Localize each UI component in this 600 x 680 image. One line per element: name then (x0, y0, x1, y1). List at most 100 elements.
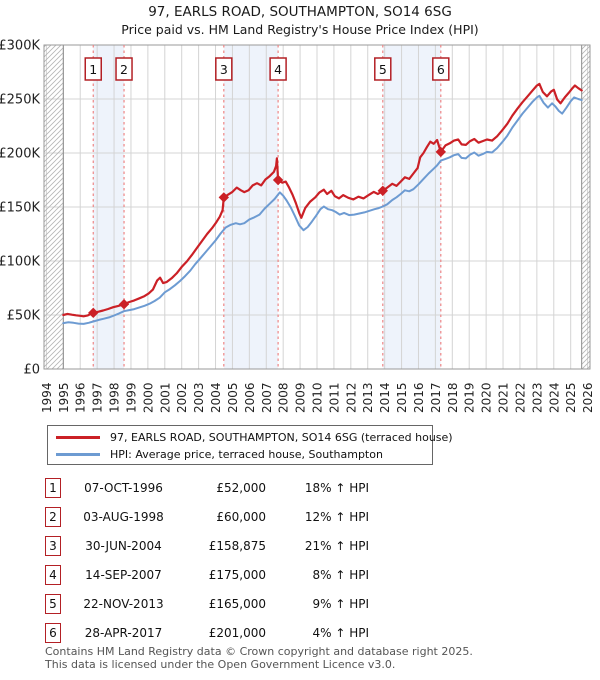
sale-number-label: 3 (220, 62, 228, 77)
plot-border (43, 44, 591, 370)
sale-number-box-1 (84, 57, 102, 81)
sale-hpi-delta: 9% ↑ HPI (312, 597, 369, 611)
sale-number-box-6 (432, 57, 450, 81)
legend-line-sample-hpi (56, 453, 100, 456)
sale-hpi-delta: 4% ↑ HPI (312, 626, 369, 640)
x-tick-label: 2020 (480, 382, 494, 413)
y-tick-label: £100K (0, 255, 40, 270)
sale-marker-3 (218, 192, 230, 203)
no-data-hatch-left (44, 45, 64, 369)
sale-price: £158,875 (208, 539, 266, 553)
x-tick-label: 2008 (277, 382, 291, 413)
y-tick-label: £300K (0, 39, 40, 54)
x-tick-label: 2010 (311, 382, 325, 413)
sale-number-label: 1 (89, 62, 97, 77)
sale-row-number: 5 (45, 594, 61, 614)
sale-row-number: 4 (45, 565, 61, 585)
sale-row-4: 4 14-SEP-2007 £175,000 8% ↑ HPI (45, 565, 369, 585)
price-chart: 1 2 3 4 5 6 £0 £50K £100K £150K £200K £250K £300K 199… (0, 39, 595, 414)
sale-number-label: 2 (120, 62, 128, 77)
x-tick-label: 2024 (547, 382, 561, 413)
x-tick-label: 2016 (412, 382, 426, 413)
x-tick-label: 2011 (327, 382, 341, 413)
x-tick-label: 2018 (446, 382, 460, 413)
x-tick-label: 2001 (158, 382, 172, 413)
footer-line-1: Contains HM Land Registry data © Crown c… (45, 645, 473, 658)
x-tick-label: 2007 (260, 382, 274, 413)
y-tick-label: £50K (7, 309, 41, 324)
sale-row-number: 6 (45, 623, 61, 643)
sale-number-label: 4 (274, 62, 282, 77)
x-tick-label: 2003 (192, 382, 206, 413)
x-tick-label: 2000 (141, 382, 155, 413)
no-data-hatch-right (581, 45, 590, 369)
x-tick-label: 2004 (209, 382, 223, 413)
x-tick-label: 2017 (429, 382, 443, 413)
sale-number-box-5 (374, 57, 392, 81)
sale-hpi-delta: 12% ↑ HPI (304, 510, 369, 524)
sale-number-box-4 (269, 57, 287, 81)
sale-price: £52,000 (216, 481, 266, 495)
sale-hpi-delta: 18% ↑ HPI (304, 481, 369, 495)
sale-row-5: 5 22-NOV-2013 £165,000 9% ↑ HPI (45, 594, 369, 614)
x-tick-label: 2014 (378, 382, 392, 413)
x-tick-label: 2025 (564, 382, 578, 413)
sale-number-box-3 (215, 57, 233, 81)
legend-line-sample-price-paid (56, 436, 100, 439)
footer-line-2: This data is licensed under the Open Gov… (45, 657, 396, 671)
sale-hpi-delta: 8% ↑ HPI (312, 568, 369, 582)
sale-date: 22-NOV-2013 (83, 597, 164, 611)
sale-marker-4 (272, 174, 284, 186)
sale-hpi-delta: 21% ↑ HPI (304, 539, 369, 553)
x-tick-label: 1994 (40, 382, 54, 413)
sale-row-1: 1 07-OCT-1996 £52,000 18% ↑ HPI (45, 478, 369, 498)
sale-number-box-2 (115, 57, 133, 81)
chart-legend: 97, EARLS ROAD, SOUTHAMPTON, SO14 6SG (t… (47, 425, 453, 465)
sale-marker-1 (88, 307, 99, 319)
y-tick-label: £0 (23, 363, 40, 378)
sale-price: £60,000 (216, 510, 266, 524)
x-tick-label: 1996 (74, 382, 88, 413)
legend-label-price-paid: 97, EARLS ROAD, SOUTHAMPTON, SO14 6SG (t… (110, 431, 453, 444)
x-tick-label: 2012 (344, 382, 358, 413)
x-tick-label: 2015 (395, 382, 409, 413)
x-tick-label: 1995 (57, 382, 71, 413)
x-tick-label: 2005 (226, 382, 240, 413)
x-tick-label: 2006 (243, 382, 257, 413)
page-subtitle: Price paid vs. HM Land Registry's House … (121, 22, 479, 37)
sale-price: £165,000 (208, 597, 266, 611)
legend-item-price-paid: 97, EARLS ROAD, SOUTHAMPTON, SO14 6SG (t… (56, 429, 453, 446)
x-tick-label: 1997 (91, 382, 105, 413)
sale-row-3: 3 30-JUN-2004 £158,875 21% ↑ HPI (45, 536, 369, 556)
x-tick-label: 1999 (124, 382, 138, 413)
sale-row-2: 2 03-AUG-1998 £60,000 12% ↑ HPI (45, 507, 369, 527)
page-title: 97, EARLS ROAD, SOUTHAMPTON, SO14 6SG (148, 4, 452, 20)
sale-row-number: 1 (45, 478, 61, 498)
sale-row-number: 2 (45, 507, 61, 527)
legend-item-hpi: HPI: Average price, terraced house, Sout… (56, 446, 432, 463)
sale-price: £175,000 (208, 568, 266, 582)
sale-marker-2 (118, 299, 130, 310)
x-tick-label: 2023 (530, 382, 544, 413)
x-tick-label: 2002 (175, 382, 189, 413)
y-tick-label: £250K (0, 93, 40, 108)
legend-label-hpi: HPI: Average price, terraced house, Sout… (110, 448, 383, 461)
sale-row-number: 3 (45, 536, 61, 556)
sale-date: 14-SEP-2007 (85, 568, 162, 582)
x-tick-label: 1998 (108, 382, 122, 413)
x-tick-label: 2026 (581, 382, 595, 413)
x-tick-label: 2013 (361, 382, 375, 413)
sale-marker-5 (377, 185, 388, 196)
x-tick-label: 2022 (513, 382, 527, 413)
footer-license-text: Contains HM Land Registry data © Crown c… (45, 645, 585, 671)
sale-date: 07-OCT-1996 (84, 481, 163, 495)
sale-marker-6 (435, 146, 446, 158)
sale-number-label: 6 (437, 62, 445, 77)
y-tick-label: £200K (0, 147, 40, 162)
sale-number-label: 5 (379, 62, 387, 77)
sale-row-6: 6 28-APR-2017 £201,000 4% ↑ HPI (45, 623, 369, 643)
x-tick-label: 2021 (497, 382, 511, 413)
sale-price: £201,000 (208, 626, 266, 640)
sale-date: 30-JUN-2004 (85, 539, 162, 553)
